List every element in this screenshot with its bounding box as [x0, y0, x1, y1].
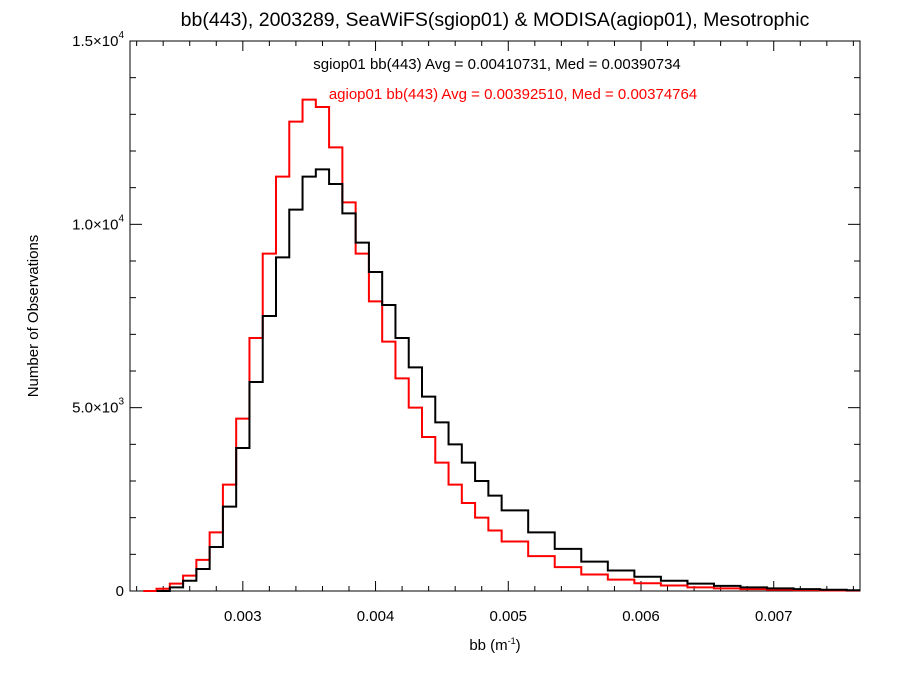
x-tick-label: 0.004: [357, 608, 395, 625]
y-tick-label: 0: [116, 583, 124, 600]
chart-title: bb(443), 2003289, SeaWiFS(sgiop01) & MOD…: [181, 9, 810, 31]
x-tick-label: 0.003: [224, 608, 262, 625]
y-tick-label: 1.0×104: [72, 213, 124, 233]
data-series: [143, 98, 860, 592]
y-tick-label: 1.5×104: [72, 30, 124, 50]
plot-frame: [129, 40, 861, 592]
x-tick-label: 0.005: [489, 608, 527, 625]
series-label-sgiop01: sgiop01 bb(443) Avg = 0.00410731, Med = …: [313, 56, 681, 73]
x-axis-label: bb (m-1): [469, 636, 520, 654]
x-axis: 0.003 0.004 0.005 0.006 0.007: [136, 41, 854, 625]
y-axis-label: Number of Observations: [25, 235, 42, 398]
series-line-agiop01: [143, 98, 860, 592]
y-tick-label: 5.0×103: [72, 397, 124, 417]
x-tick-label: 0.006: [622, 608, 660, 625]
x-tick-label: 0.007: [755, 608, 793, 625]
y-axis: 0 5.0×103 1.0×104 1.5×104: [72, 30, 860, 600]
series-line-sgiop01: [156, 168, 860, 592]
series-label-agiop01: agiop01 bb(443) Avg = 0.00392510, Med = …: [329, 86, 697, 103]
